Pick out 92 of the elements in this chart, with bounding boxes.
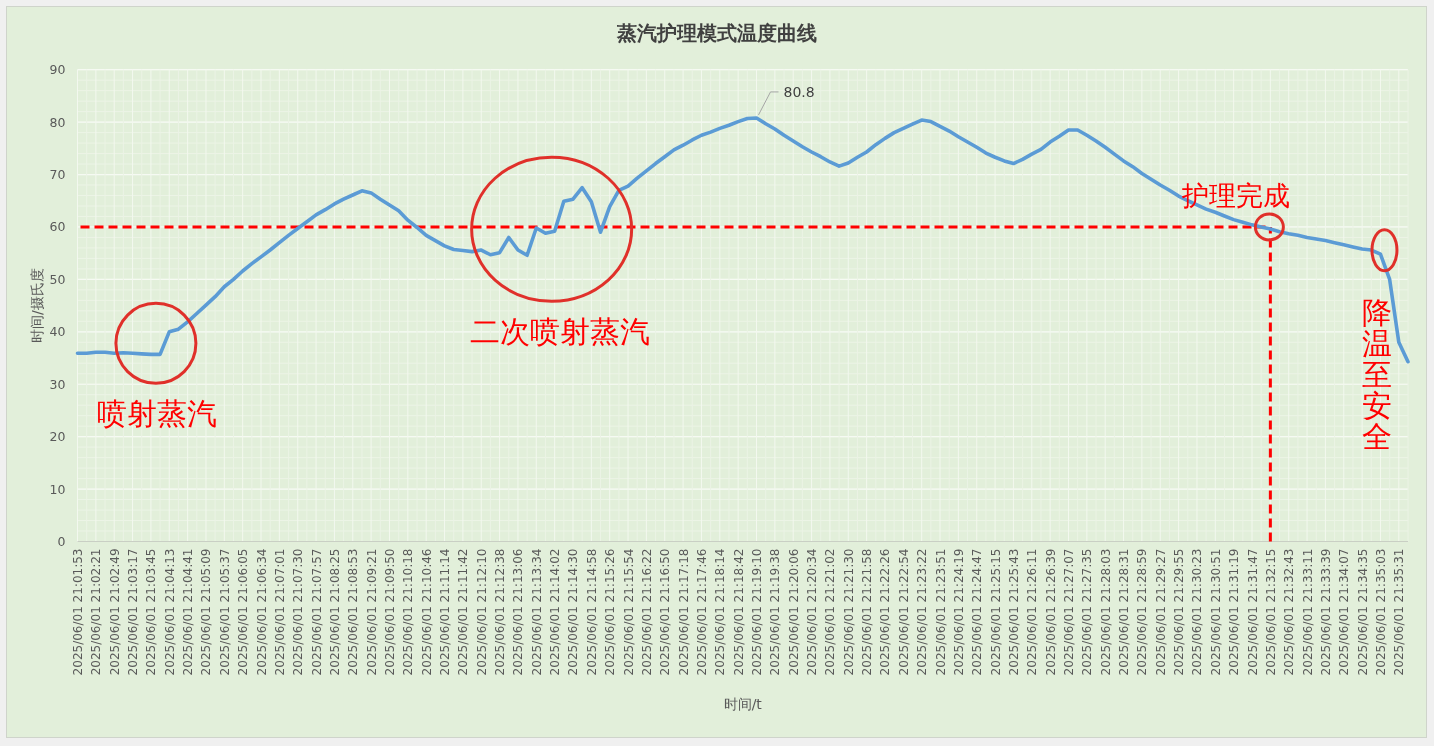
x-tick-label: 2025/06/01 21:21:58 <box>860 548 875 676</box>
x-tick-label: 2025/06/01 21:19:10 <box>750 548 765 676</box>
x-tick-label: 2025/06/01 21:19:38 <box>768 548 783 676</box>
x-tick-label: 2025/06/01 21:33:39 <box>1318 548 1333 676</box>
x-tick-label: 2025/06/01 21:26:11 <box>1025 548 1040 676</box>
x-tick-label: 2025/06/01 21:07:01 <box>272 548 287 676</box>
annotation: 二次喷射蒸汽 <box>469 314 650 350</box>
x-tick-label: 2025/06/01 21:27:35 <box>1080 548 1095 676</box>
x-tick-label: 2025/06/01 21:16:50 <box>658 548 673 676</box>
x-tick-label: 2025/06/01 21:03:17 <box>126 548 141 676</box>
x-tick-label: 2025/06/01 21:20:06 <box>786 548 801 676</box>
x-tick-label: 2025/06/01 21:28:31 <box>1117 548 1132 676</box>
y-tick-label: 50 <box>49 271 66 287</box>
x-tick-label: 2025/06/01 21:31:47 <box>1245 548 1260 676</box>
x-tick-label: 2025/06/01 21:20:34 <box>805 548 820 676</box>
x-tick-label: 2025/06/01 21:32:15 <box>1263 548 1278 676</box>
y-tick-label: 80 <box>49 114 66 130</box>
x-tick-label: 2025/06/01 21:17:18 <box>676 548 691 676</box>
x-tick-label: 2025/06/01 21:21:02 <box>823 548 838 676</box>
chart-title: 蒸汽护理模式温度曲线 <box>616 21 817 45</box>
x-tick-label: 2025/06/01 21:24:19 <box>951 548 966 676</box>
x-tick-label: 2025/06/01 21:18:14 <box>713 548 728 676</box>
x-tick-label: 2025/06/01 21:17:46 <box>694 548 709 676</box>
x-tick-label: 2025/06/01 21:18:42 <box>731 548 746 676</box>
x-tick-label: 2025/06/01 21:30:51 <box>1208 548 1223 676</box>
x-tick-label: 2025/06/01 21:15:54 <box>621 548 636 676</box>
x-tick-label: 2025/06/01 21:05:37 <box>217 548 232 676</box>
x-tick-label: 2025/06/01 21:15:26 <box>603 548 618 676</box>
annotation: 喷射蒸汽 <box>96 396 217 432</box>
x-tick-label: 2025/06/01 21:04:13 <box>162 548 177 676</box>
x-tick-label: 2025/06/01 21:21:30 <box>841 548 856 676</box>
y-tick-label: 60 <box>49 219 66 235</box>
x-tick-label: 2025/06/01 21:02:21 <box>89 548 104 676</box>
x-tick-label: 2025/06/01 21:28:03 <box>1098 548 1113 676</box>
x-tick-label: 2025/06/01 21:22:26 <box>878 548 893 676</box>
x-tick-label: 2025/06/01 21:05:09 <box>199 548 214 676</box>
x-tick-label: 2025/06/01 21:07:30 <box>291 548 306 676</box>
x-tick-label: 2025/06/01 21:25:43 <box>1006 548 1021 676</box>
x-tick-label: 2025/06/01 21:24:47 <box>970 548 985 676</box>
x-tick-label: 2025/06/01 21:25:15 <box>988 548 1003 676</box>
data-label: 80.8 <box>783 83 815 100</box>
x-tick-label: 2025/06/01 21:11:14 <box>438 548 453 676</box>
x-tick-label: 2025/06/01 21:14:02 <box>548 548 563 676</box>
x-tick-label: 2025/06/01 21:11:42 <box>456 548 471 676</box>
x-tick-label: 2025/06/01 21:30:23 <box>1190 548 1205 676</box>
x-tick-label: 2025/06/01 21:16:22 <box>639 548 654 676</box>
y-tick-label: 10 <box>49 481 66 497</box>
y-tick-label: 30 <box>49 376 66 392</box>
x-tick-label: 2025/06/01 21:13:06 <box>511 548 526 676</box>
x-tick-label: 2025/06/01 21:01:53 <box>71 548 85 676</box>
line-series <box>75 116 1410 364</box>
x-tick-label: 2025/06/01 21:12:10 <box>474 548 489 676</box>
x-tick-label: 2025/06/01 21:06:34 <box>254 548 269 676</box>
x-tick-label: 2025/06/01 21:06:05 <box>236 548 251 676</box>
x-tick-label: 2025/06/01 21:10:46 <box>419 548 434 676</box>
x-tick-label: 2025/06/01 21:32:43 <box>1282 548 1297 676</box>
x-tick-label: 2025/06/01 21:35:03 <box>1373 548 1388 676</box>
annotation: 护理完成 <box>1181 179 1291 211</box>
x-tick-label: 2025/06/01 21:08:25 <box>327 548 342 676</box>
x-tick-label: 2025/06/01 21:27:07 <box>1061 548 1076 676</box>
x-tick-label: 2025/06/01 21:02:49 <box>107 548 122 676</box>
x-tick-label: 2025/06/01 21:12:38 <box>493 548 508 676</box>
y-axis-title: 时间/摄氏度 <box>29 268 45 343</box>
x-tick-label: 2025/06/01 21:34:35 <box>1355 548 1370 676</box>
x-tick-label: 2025/06/01 21:09:50 <box>382 548 397 676</box>
x-tick-label: 2025/06/01 21:22:54 <box>896 548 911 676</box>
x-tick-label: 2025/06/01 21:10:18 <box>401 548 416 676</box>
x-tick-label: 2025/06/01 21:29:27 <box>1153 548 1168 676</box>
x-tick-label: 2025/06/01 21:29:55 <box>1172 548 1187 676</box>
x-tick-label: 2025/06/01 21:09:21 <box>364 548 379 676</box>
x-tick-label: 2025/06/01 21:04:41 <box>181 548 196 676</box>
y-tick-label: 40 <box>49 324 66 340</box>
x-tick-label: 2025/06/01 21:28:59 <box>1135 548 1150 676</box>
y-tick-label: 90 <box>49 62 66 78</box>
x-tick-label: 2025/06/01 21:14:58 <box>584 548 599 676</box>
x-tick-label: 2025/06/01 21:13:34 <box>529 548 544 676</box>
x-tick-label: 2025/06/01 21:08:53 <box>346 548 361 676</box>
x-tick-label: 2025/06/01 21:03:45 <box>144 548 159 676</box>
x-tick-label: 2025/06/01 21:23:51 <box>933 548 948 676</box>
x-tick-label: 2025/06/01 21:07:57 <box>309 548 324 676</box>
y-tick-label: 0 <box>57 534 66 549</box>
y-tick-label: 20 <box>49 429 66 445</box>
x-tick-label: 2025/06/01 21:35:31 <box>1392 548 1407 676</box>
x-tick-label: 2025/06/01 21:33:11 <box>1300 548 1315 676</box>
x-tick-label: 2025/06/01 21:31:19 <box>1227 548 1242 676</box>
x-tick-label: 2025/06/01 21:26:39 <box>1043 548 1058 676</box>
y-tick-label: 70 <box>49 167 66 183</box>
x-tick-label: 2025/06/01 21:23:22 <box>915 548 930 676</box>
x-tick-label: 2025/06/01 21:14:30 <box>566 548 581 676</box>
x-tick-label: 2025/06/01 21:34:07 <box>1337 548 1352 676</box>
annotation: 降温至安全 <box>1362 295 1393 455</box>
x-axis-title: 时间/t <box>723 696 763 712</box>
